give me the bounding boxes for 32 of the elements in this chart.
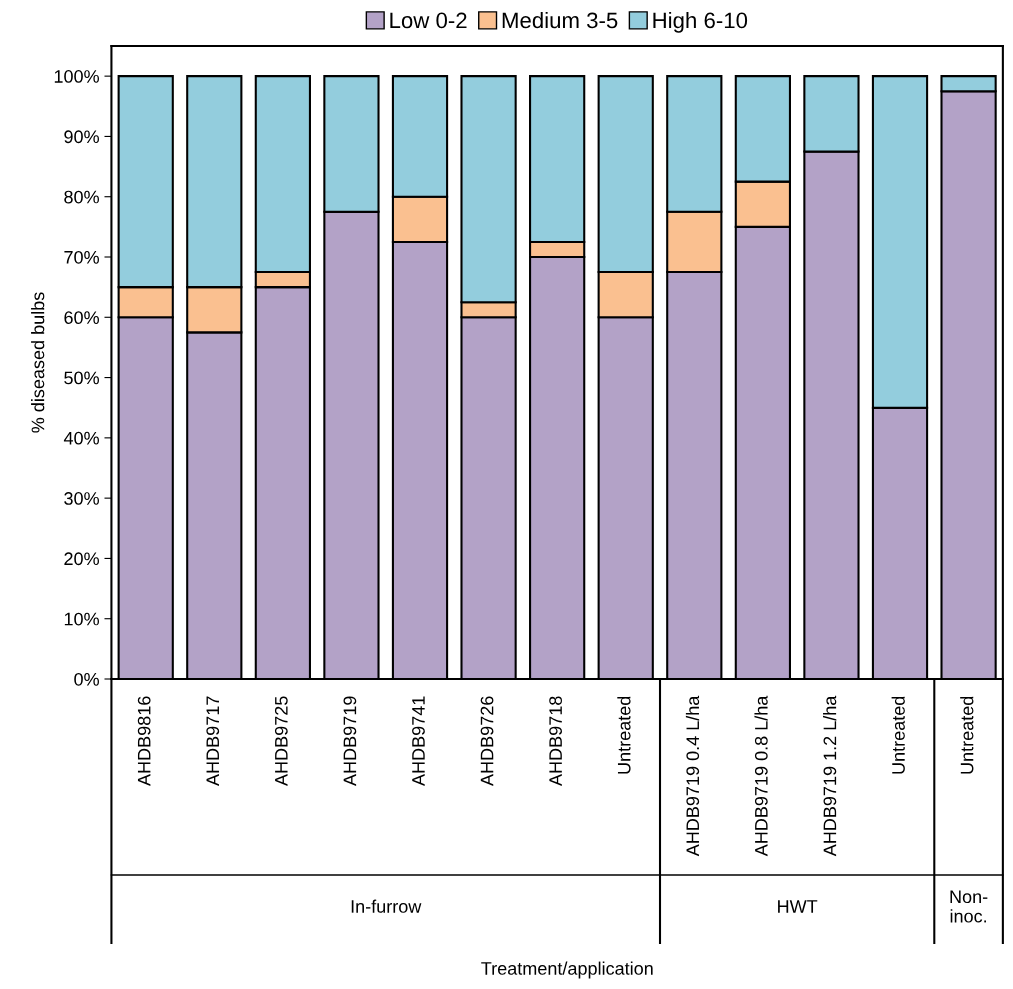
x-tick-label: AHDB9816 (137, 696, 151, 786)
x-tick-label: AHDB9725 (274, 696, 288, 786)
legend-label: High 6-10 (653, 11, 748, 33)
y-tick-label: 40% (63, 431, 99, 445)
y-tick-label: 80% (64, 190, 99, 204)
y-tick-label: 100% (54, 70, 99, 83)
x-tick-label: AHDB9719 1.2 L/ha (823, 695, 837, 857)
y-tick-label: 30% (64, 492, 99, 505)
x-tick-label: AHDB9717 (206, 696, 220, 786)
y-tick-label: 0% (74, 672, 99, 686)
x-tick-label: Untreated (617, 696, 631, 774)
y-tick-label: 10% (64, 612, 99, 626)
x-tick-label: Untreated (891, 696, 905, 774)
legend-label: Low 0-2 (390, 12, 467, 29)
y-tick-label: 60% (64, 311, 99, 325)
y-tick-label: 90% (64, 130, 99, 144)
y-axis-title: % diseased bulbs (31, 292, 45, 433)
legend-label: Medium 3-5 (502, 11, 618, 29)
x-tick-label: AHDB9726 (480, 696, 494, 786)
text: Treatment/application (481, 961, 653, 979)
x-tick-label: AHDB9719 (343, 696, 357, 786)
text: HWT (778, 900, 818, 913)
x-tick-label: AHDB9741 (412, 696, 425, 786)
y-tick-label: 20% (64, 552, 99, 566)
x-tick-label: AHDB9719 0.8 L/ha (754, 695, 768, 857)
text: Non- inoc. (950, 890, 988, 923)
x-tick-label: AHDB9719 0.4 L/ha (685, 695, 700, 857)
y-tick-label: 70% (64, 250, 99, 264)
x-tick-label: AHDB9718 (549, 696, 562, 786)
text: In-furrow (351, 899, 422, 913)
y-tick-label: 50% (64, 371, 99, 385)
x-tick-label: Untreated (960, 696, 974, 774)
